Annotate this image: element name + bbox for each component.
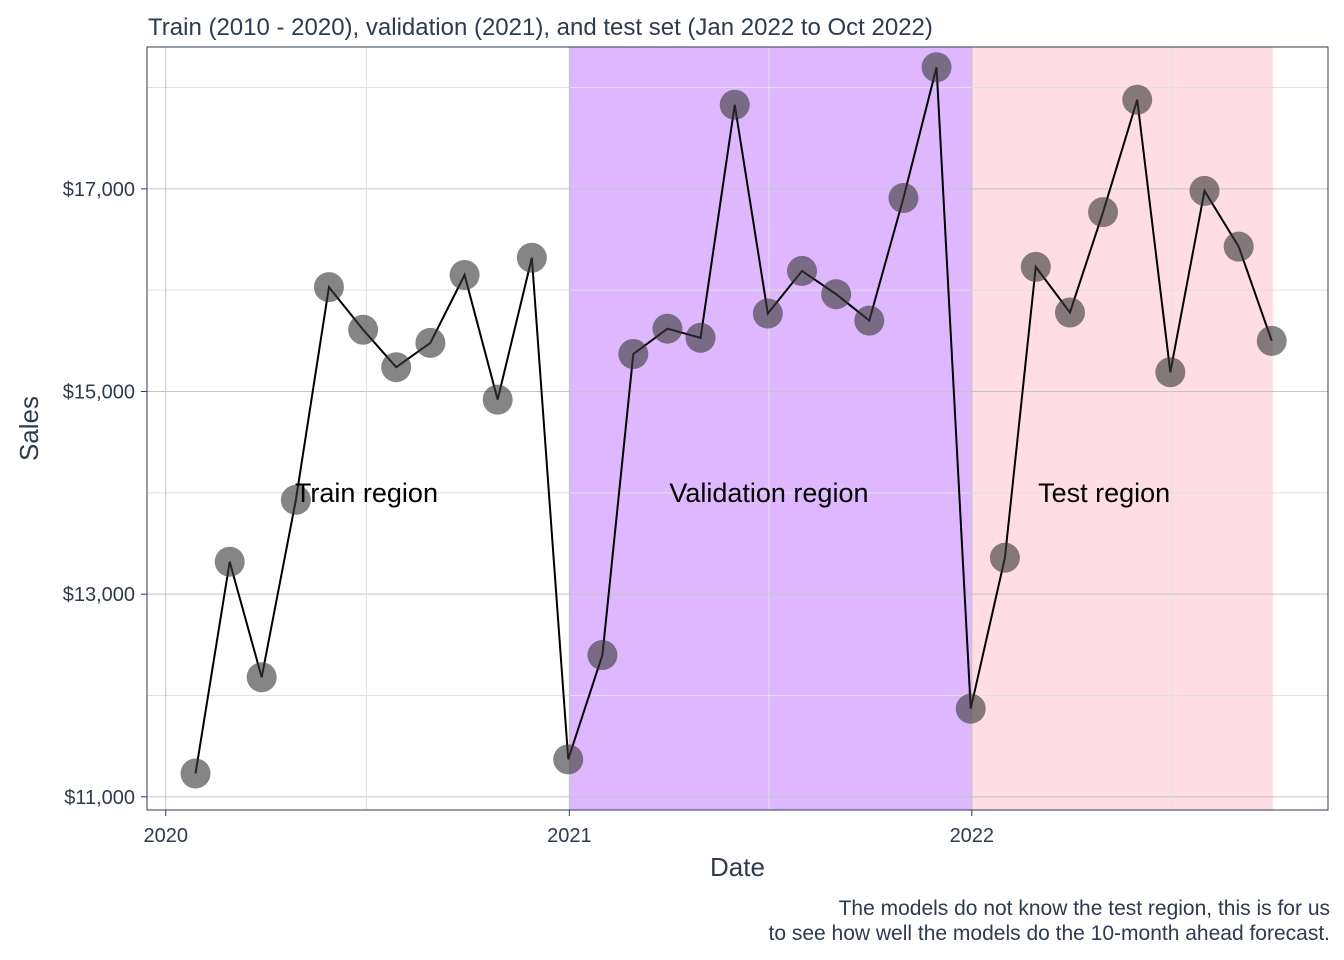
data-point [313,272,344,303]
data-point [214,546,245,577]
regions-layer [569,47,1273,810]
data-point [1122,84,1153,115]
y-tick-label: $15,000 [63,382,135,404]
data-point [685,322,716,353]
axes: $11,000 $13,000 $15,000 $17,000 2020 2021 2022… [14,179,994,882]
data-point [482,384,513,415]
y-tick-label: $17,000 [63,179,135,201]
caption-line: The models do not know the test region, … [838,897,1330,920]
data-point [652,313,683,344]
data-point [1223,231,1254,262]
data-point [280,484,311,515]
data-point [989,542,1020,573]
data-point [246,662,277,693]
region-label: Test region [1038,478,1170,508]
data-point [618,339,649,370]
data-point [821,279,852,310]
x-tick-label: 2022 [950,825,995,847]
region-labels: Train region Validation region Test region [295,478,1170,508]
data-point [1020,251,1051,282]
data-point [415,327,446,358]
data-point [888,182,919,213]
data-point [787,255,818,286]
data-point [1054,297,1085,328]
data-point [1189,175,1220,206]
data-point [719,89,750,120]
chart-title: Train (2010 - 2020), validation (2021), … [148,14,933,41]
y-axis-title: Sales [14,396,44,461]
chart-caption: The models do not know the test region, … [768,896,1330,946]
data-point [1256,325,1287,356]
x-tick-label: 2021 [547,825,592,847]
plot-border [146,46,1329,811]
x-axis-title: Date [710,852,765,882]
grid-layer [147,47,1328,810]
data-point [516,242,547,273]
region-label: Train region [295,478,438,508]
data-point [752,298,783,329]
data-point [348,314,379,345]
data-point [449,259,480,290]
data-point [180,758,211,789]
x-tick-label: 2020 [143,825,188,847]
y-tick-label: $13,000 [63,584,135,606]
data-point [553,744,584,775]
caption-line: to see how well the models do the 10-mon… [768,922,1330,945]
data-point [854,305,885,336]
region-test-region [971,47,1273,810]
region-label: Validation region [669,478,868,508]
data-point [381,352,412,383]
data-point [921,52,952,83]
points-layer [180,52,1287,789]
region-validation-region [569,47,972,810]
data-point [955,693,986,724]
y-tick-label: $11,000 [64,787,135,809]
data-point [1088,197,1119,228]
data-point [587,639,618,670]
data-point [1155,357,1186,388]
